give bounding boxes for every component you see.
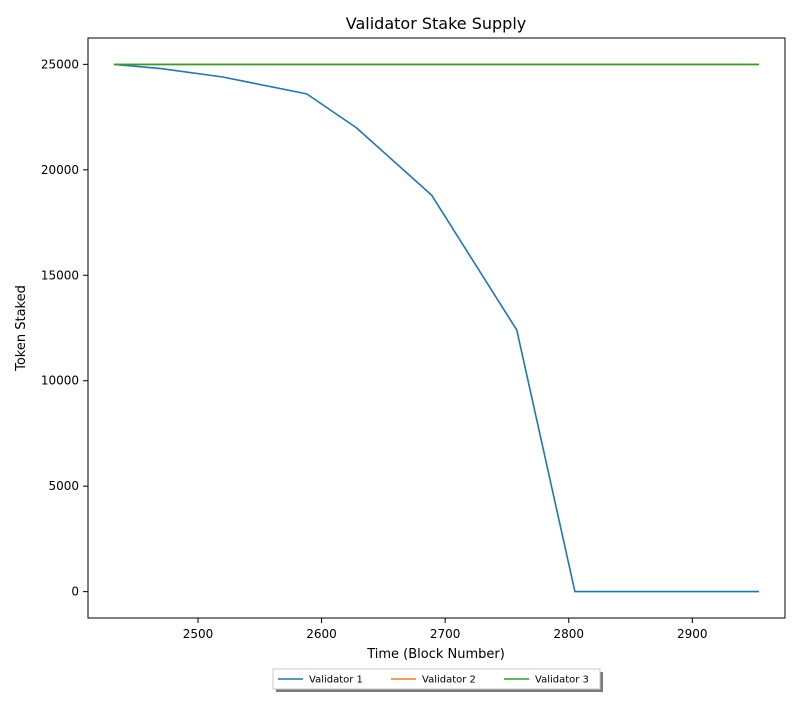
x-tick-label: 2900 xyxy=(677,627,708,641)
y-axis-label: Token Staked xyxy=(14,285,29,372)
y-tick-label: 5000 xyxy=(48,479,79,493)
y-tick-label: 10000 xyxy=(41,374,79,388)
x-axis: 2500 2600 2700 2800 2900 xyxy=(183,618,708,641)
plot-area xyxy=(113,63,759,593)
chart-title: Validator Stake Supply xyxy=(346,14,526,33)
x-tick-label: 2800 xyxy=(553,627,584,641)
x-axis-label: Time (Block Number) xyxy=(366,647,505,662)
x-tick-label: 2500 xyxy=(183,627,214,641)
legend-label-1: Validator 1 xyxy=(309,675,363,686)
legend-label-3: Validator 3 xyxy=(535,675,589,686)
legend-box xyxy=(272,668,601,690)
plot-frame xyxy=(87,37,786,619)
x-tick-label: 2600 xyxy=(306,627,337,641)
y-tick-label: 20000 xyxy=(41,163,79,177)
x-tick-label: 2700 xyxy=(430,627,461,641)
y-axis: 0 5000 10000 15000 20000 25000 xyxy=(41,57,88,599)
y-tick-label: 15000 xyxy=(41,268,79,282)
legend-label-2: Validator 2 xyxy=(422,675,476,686)
y-tick-label: 25000 xyxy=(41,57,79,71)
series-line-1 xyxy=(113,63,759,593)
legend: Validator 1 Validator 2 Validator 3 xyxy=(272,668,603,692)
y-tick-label: 0 xyxy=(71,585,79,599)
